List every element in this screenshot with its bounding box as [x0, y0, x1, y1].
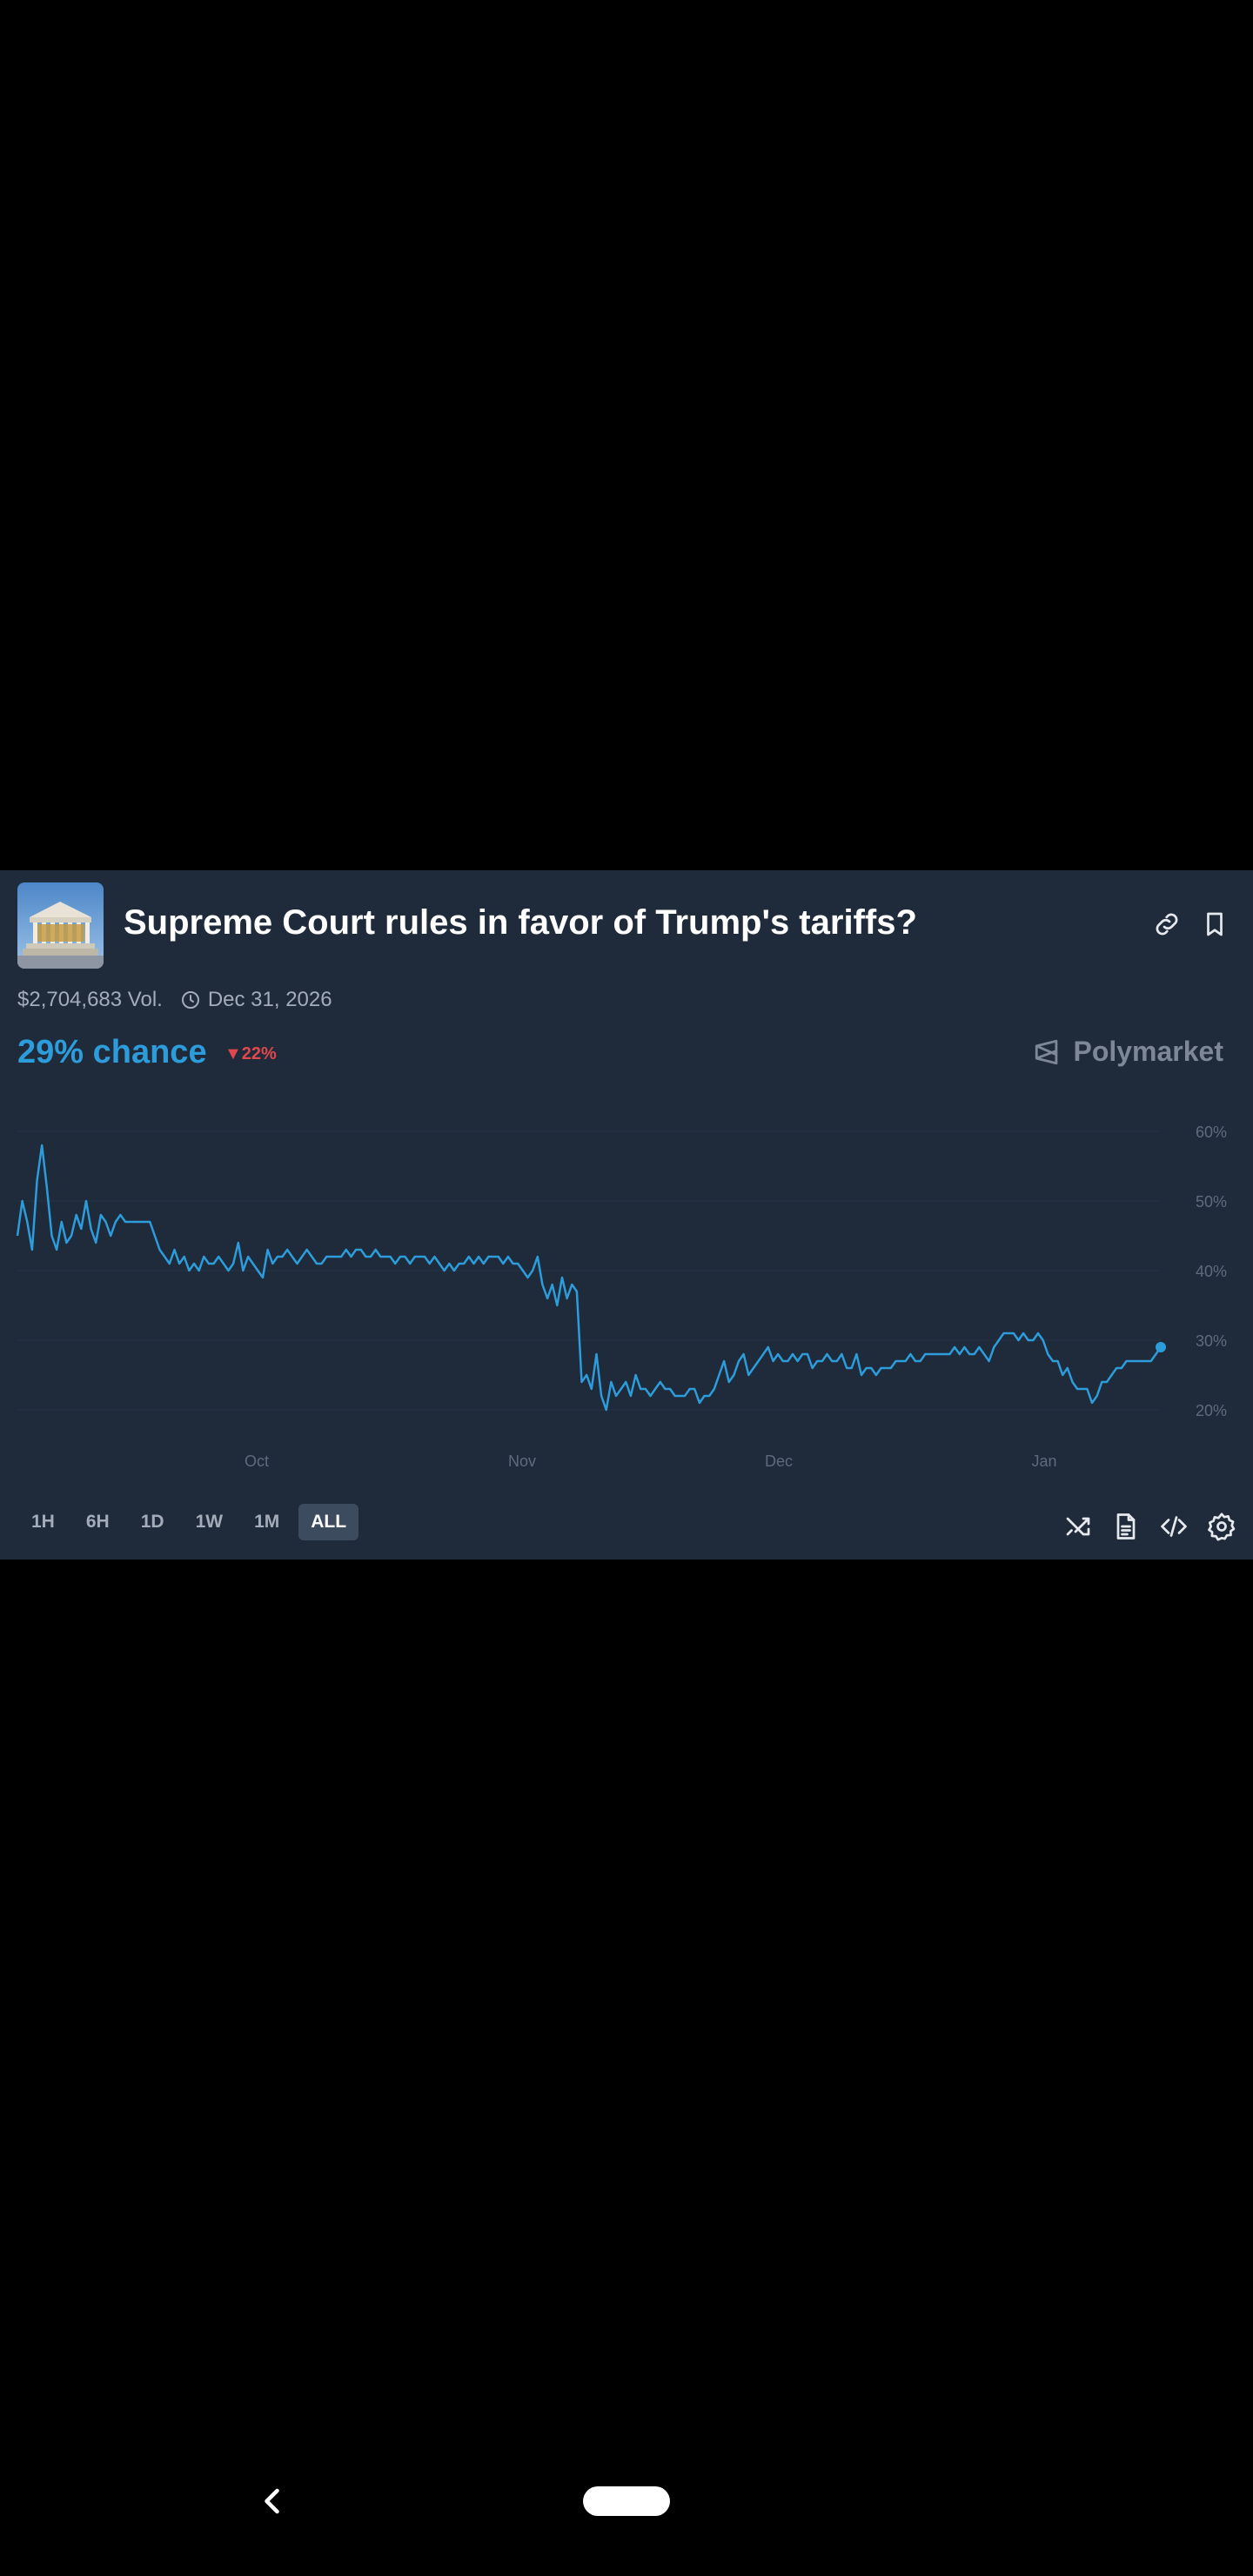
x-tick-label: Dec — [765, 1452, 793, 1470]
volume-label: $2,704,683 Vol. — [17, 988, 163, 1011]
code-icon[interactable] — [1158, 1511, 1189, 1542]
market-thumbnail[interactable] — [17, 882, 104, 969]
price-chart[interactable]: 60% 50% 40% 30% 20% Oct Nov Dec Jan — [0, 1097, 1253, 1479]
series-line — [16, 1144, 1163, 1412]
x-tick-label: Jan — [1031, 1452, 1056, 1470]
polymarket-logo: Polymarket — [1033, 1036, 1223, 1068]
y-tick-label: 20% — [1196, 1402, 1227, 1419]
document-icon[interactable] — [1110, 1511, 1142, 1542]
range-button[interactable]: 1D — [140, 1512, 164, 1532]
x-tick-label: Oct — [245, 1452, 269, 1470]
market-title: Supreme Court rules in favor of Trump's … — [124, 903, 917, 942]
range-button[interactable]: 1W — [195, 1512, 224, 1532]
y-tick-label: 50% — [1196, 1193, 1227, 1211]
chance-value: 29% chance — [17, 1034, 207, 1070]
brand-name: Polymarket — [1073, 1036, 1223, 1067]
y-tick-label: 60% — [1196, 1124, 1227, 1141]
polymarket-icon — [1035, 1039, 1058, 1064]
y-tick-label: 40% — [1196, 1263, 1227, 1280]
end-date: Dec 31, 2026 — [207, 988, 332, 1011]
down-triangle-icon: ▼ — [224, 1044, 242, 1063]
x-tick-label: Nov — [508, 1452, 536, 1470]
time-range-selector: 1H 6H 1D 1W 1M ALL — [19, 1504, 359, 1540]
chart-tools — [1062, 1511, 1237, 1542]
range-button[interactable]: 1M — [254, 1512, 280, 1532]
market-card: Supreme Court rules in favor of Trump's … — [0, 870, 1253, 1560]
y-tick-label: 30% — [1196, 1332, 1227, 1350]
market-meta: $2,704,683 Vol. Dec 31, 2026 — [17, 988, 332, 1012]
range-button[interactable]: 1H — [31, 1512, 55, 1532]
change-value: 22% — [241, 1044, 277, 1063]
last-point-marker — [1156, 1342, 1166, 1352]
shuffle-icon[interactable] — [1062, 1511, 1094, 1542]
supreme-court-building-image — [17, 882, 104, 969]
range-button-active[interactable]: ALL — [298, 1504, 359, 1540]
link-icon[interactable] — [1151, 909, 1183, 940]
back-icon[interactable] — [258, 2485, 289, 2517]
range-button[interactable]: 6H — [85, 1512, 110, 1532]
settings-icon[interactable] — [1206, 1511, 1237, 1542]
clock-icon — [180, 989, 201, 1010]
change-indicator: ▼22% — [224, 1044, 277, 1064]
bookmark-icon[interactable] — [1199, 909, 1230, 940]
home-pill[interactable] — [583, 2486, 670, 2516]
